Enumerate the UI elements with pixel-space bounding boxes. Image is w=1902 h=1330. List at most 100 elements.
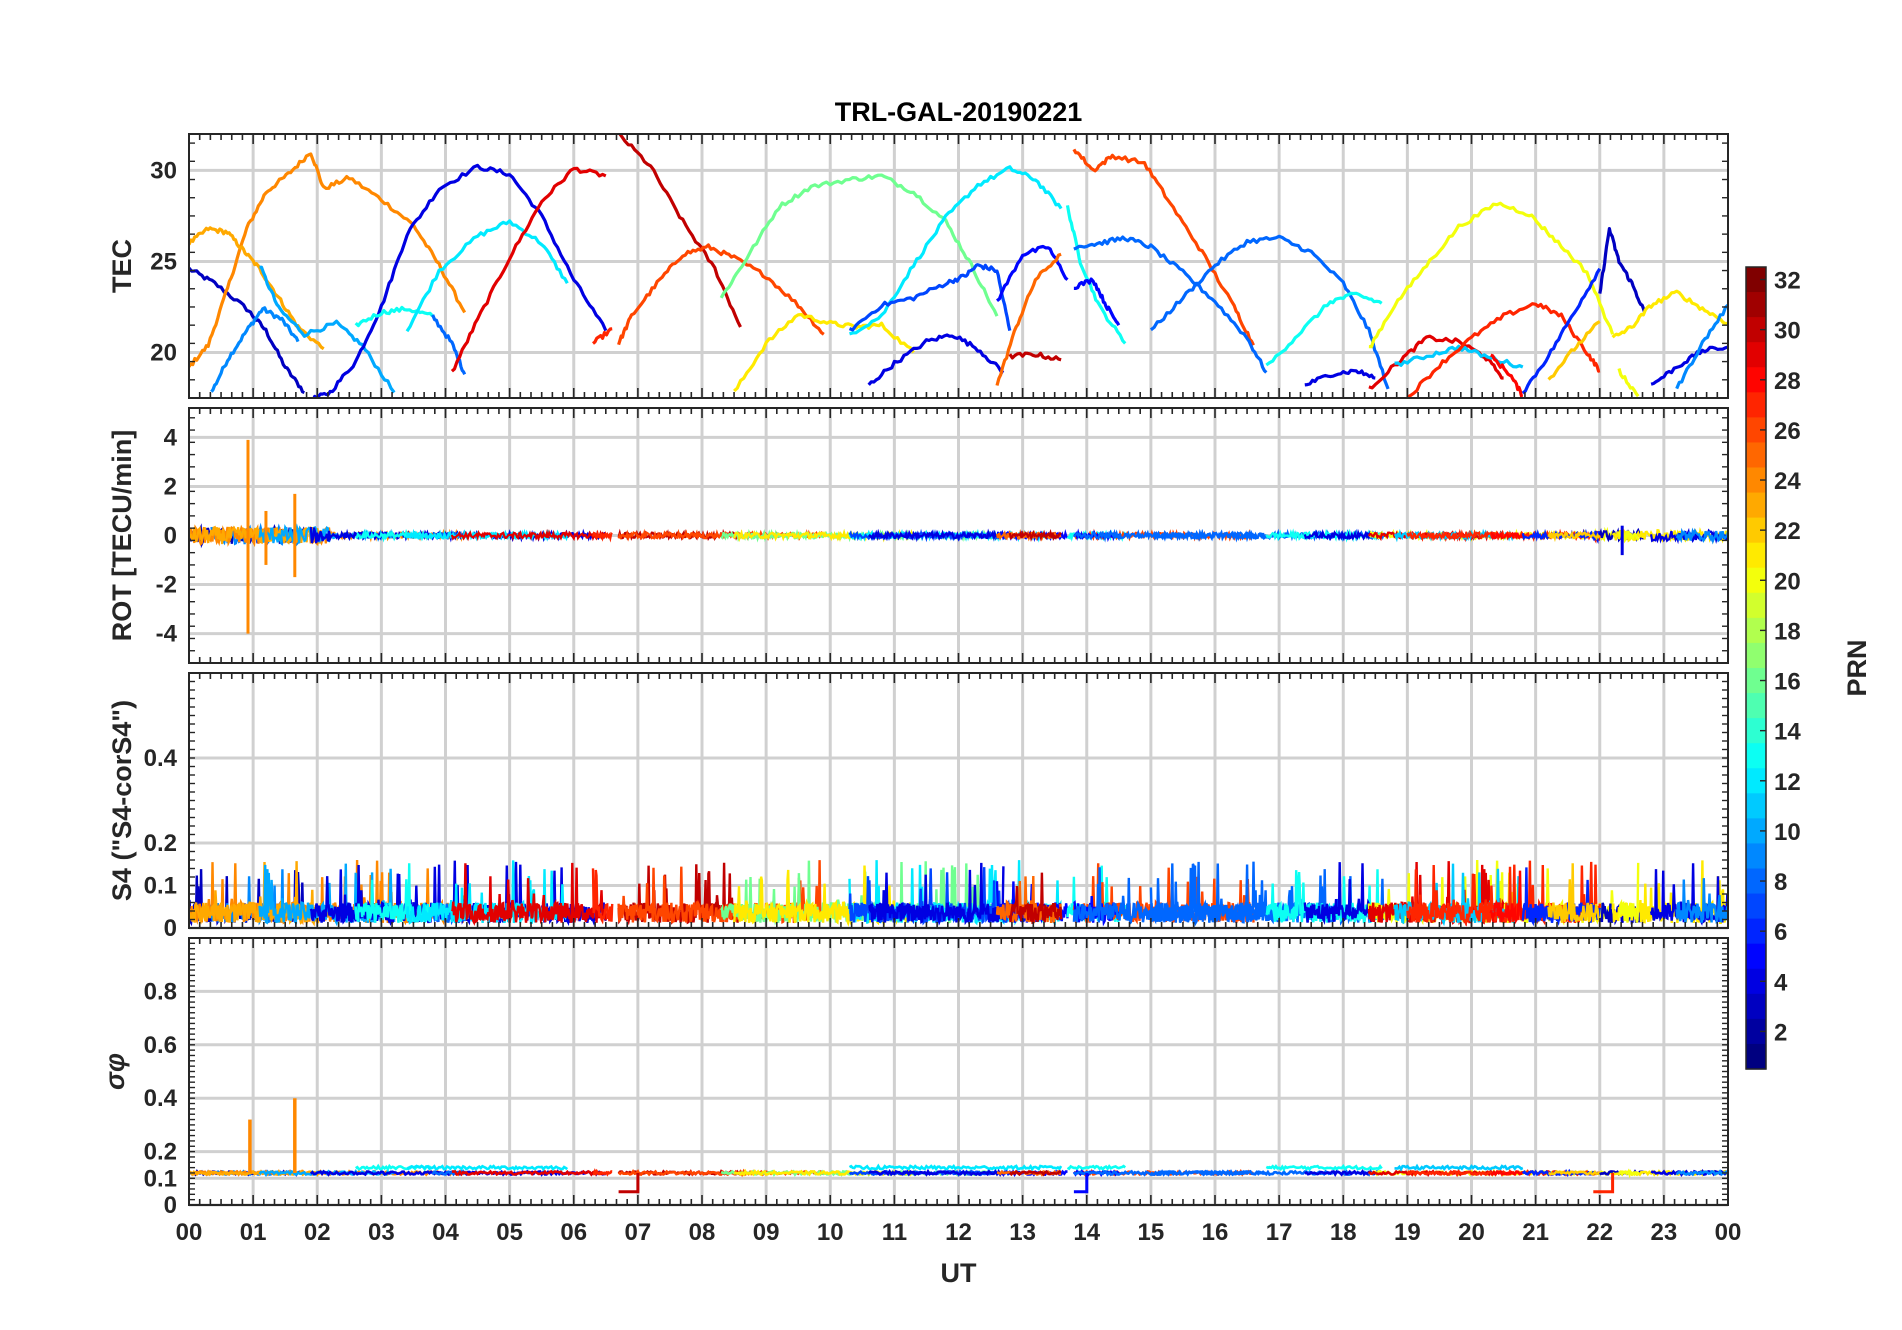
- colorbar-swatch: [1746, 718, 1766, 744]
- y-tick-label: 0.2: [144, 1139, 177, 1166]
- colorbar-swatch: [1746, 642, 1766, 669]
- sigma-series-prn-8: [1150, 1168, 1389, 1177]
- y-tick-label: 0: [164, 523, 177, 550]
- colorbar-swatch: [1746, 267, 1766, 293]
- x-tick-label: 14: [1073, 1219, 1100, 1246]
- sigma-series-prn-4: [1304, 1169, 1377, 1178]
- sigma-series-prn-13: [1066, 1164, 1127, 1172]
- tec-series-prn-7: [848, 263, 1012, 332]
- tec-series-prn-3: [1598, 227, 1647, 313]
- tec-series-prn-29: [450, 166, 607, 373]
- colorbar-swatch: [1746, 392, 1766, 418]
- y-axis-label-tec: TEC: [107, 239, 137, 293]
- sigma-series-prn-12: [406, 1164, 569, 1172]
- x-tick-label: 12: [945, 1219, 972, 1246]
- tec-series-prn-13: [354, 305, 434, 328]
- colorbar-tick-label: 16: [1774, 669, 1801, 696]
- y-tick-label: 0.2: [144, 830, 177, 857]
- sigma-series-prn-27: [592, 1168, 613, 1177]
- y-tick-label: 0.8: [144, 978, 177, 1005]
- sigma-dip: [618, 1173, 640, 1194]
- colorbar-frame: [1745, 266, 1767, 1070]
- rot-series-prn-27: [591, 530, 613, 543]
- tec-series-prn-8: [1073, 235, 1268, 374]
- tec-series-prn-26: [617, 243, 825, 346]
- tec-series-prn-8: [1149, 234, 1390, 390]
- y-tick-label: 30: [150, 157, 177, 184]
- y-tick-label: 20: [150, 339, 177, 366]
- colorbar-swatch: [1746, 567, 1766, 594]
- colorbar-swatch: [1746, 693, 1766, 719]
- panel-sigma: 00.10.2 0.4 0.6 0.8 σφ: [100, 937, 1729, 1219]
- colorbar-swatch: [1746, 442, 1766, 469]
- tec-series-prn-9: [1675, 303, 1728, 390]
- y-axis-label-sigma: σφ: [100, 1053, 130, 1090]
- x-tick-label: 20: [1458, 1219, 1485, 1246]
- tec-series-prn-16: [719, 173, 999, 317]
- colorbar-tick-label: 18: [1774, 618, 1801, 645]
- tec-series-prn-4: [1304, 368, 1376, 387]
- colorbar-tick-label: 14: [1774, 719, 1801, 746]
- colorbar-swatch: [1746, 918, 1766, 945]
- s4-series-prn-7: [848, 867, 1011, 926]
- colorbar-swatch: [1746, 668, 1766, 694]
- tec-series-prn-12: [405, 219, 569, 333]
- colorbar-swatch: [1746, 993, 1766, 1020]
- tec-series-prn-8: [431, 314, 467, 375]
- sigma-series-prn-4: [867, 1168, 1004, 1178]
- colorbar-swatch: [1746, 893, 1766, 920]
- tec-series-prn-21: [1611, 289, 1728, 339]
- rot-series-prn-29: [450, 528, 607, 542]
- colorbar-tick-label: 8: [1774, 869, 1787, 896]
- x-tick-label: 17: [1266, 1219, 1293, 1246]
- sigma-series-prn-12: [848, 1163, 1063, 1172]
- colorbar-swatch: [1746, 492, 1766, 519]
- x-tick-label: 07: [625, 1219, 652, 1246]
- colorbar-tick-label: 30: [1774, 318, 1801, 345]
- panel-rot: -4 -2 0 2 4 ROT [TECU/min]: [107, 407, 1729, 664]
- y-tick-label: 0: [164, 1192, 177, 1219]
- x-tick-label: 06: [560, 1219, 587, 1246]
- sigma-series-prn-23: [189, 1169, 325, 1177]
- sigma-series-prn-28: [1490, 1170, 1524, 1177]
- x-tick-label: 02: [304, 1219, 331, 1246]
- panel-tec-frame: [188, 133, 1729, 399]
- sigma-series-prn-20: [1618, 1168, 1640, 1179]
- panel-tec-data: [189, 134, 1728, 398]
- colorbar-swatch: [1746, 467, 1766, 494]
- x-tick-label: 23: [1651, 1219, 1678, 1246]
- colorbar-swatch: [1746, 517, 1766, 544]
- colorbar-swatch: [1746, 843, 1766, 870]
- tec-series-prn-21: [733, 312, 915, 393]
- panel-sigma-frame: [188, 937, 1729, 1206]
- colorbar-swatch: [1746, 968, 1766, 995]
- tec-series-prn-9: [210, 306, 300, 393]
- tec-series-prn-27: [1406, 302, 1601, 398]
- sigma-dip: [1073, 1173, 1089, 1194]
- s4-series-prn-4: [868, 862, 1005, 926]
- colorbar-swatch: [1746, 417, 1766, 444]
- tec-series-prn-20: [1368, 201, 1615, 349]
- rot-series-prn-22: [1547, 529, 1601, 543]
- x-tick-label: 08: [689, 1219, 716, 1246]
- colorbar-tick-label: 6: [1774, 919, 1787, 946]
- x-tick-label: 00: [176, 1219, 203, 1246]
- colorbar-swatch: [1746, 1043, 1766, 1070]
- tec-series-prn-3: [189, 266, 305, 395]
- panel-rot-data: [189, 439, 1728, 634]
- colorbar-tick-label: 24: [1774, 468, 1801, 495]
- panel-s4-data: [189, 859, 1728, 928]
- panel-tec: 20 25 30 TEC: [107, 133, 1729, 399]
- colorbar-swatch: [1746, 1018, 1766, 1045]
- sigma-series-prn-11: [1394, 1163, 1524, 1172]
- colorbar-tick-label: 32: [1774, 268, 1801, 295]
- tec-series-prn-30: [617, 134, 742, 328]
- y-axis-label-rot: ROT [TECU/min]: [107, 430, 137, 641]
- x-tick-label: 18: [1330, 1219, 1357, 1246]
- s4-series-prn-22: [1547, 863, 1601, 924]
- panel-tec-grid: [189, 134, 1728, 398]
- s4-series-prn-29: [450, 862, 607, 926]
- colorbar-swatch: [1746, 793, 1766, 819]
- s4-series-prn-25: [995, 875, 1063, 923]
